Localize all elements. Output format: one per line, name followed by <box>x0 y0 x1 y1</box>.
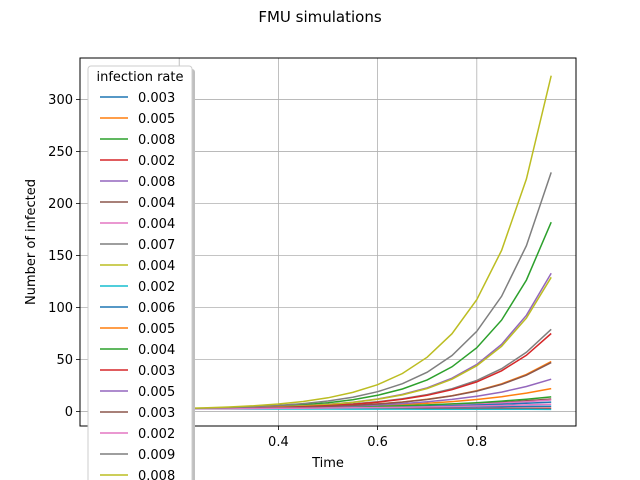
y-tick-label: 300 <box>48 93 73 108</box>
series-lines <box>154 75 552 411</box>
y-tick-label: 250 <box>48 145 73 160</box>
legend-label: 0.006 <box>138 301 175 316</box>
x-tick-label: 0.8 <box>466 435 487 450</box>
legend-label: 0.004 <box>138 343 175 358</box>
y-tick-label: 0 <box>65 405 73 420</box>
legend-label: 0.005 <box>138 385 175 400</box>
legend-label: 0.007 <box>138 238 175 253</box>
legend-label: 0.008 <box>138 133 175 148</box>
legend: infection rate 0.003 0.005 0.008 0.002 0.008 0… <box>87 65 195 480</box>
legend-label: 0.002 <box>138 154 175 169</box>
legend-box <box>87 65 193 480</box>
legend-label: 0.003 <box>138 91 175 106</box>
legend-label: 0.008 <box>138 175 175 190</box>
y-tick-label: 50 <box>56 353 73 368</box>
y-tick-label: 200 <box>48 197 73 212</box>
legend-label: 0.008 <box>138 469 175 480</box>
legend-title: infection rate <box>96 70 183 85</box>
legend-label: 0.002 <box>138 280 175 295</box>
legend-label: 0.003 <box>138 406 175 421</box>
legend-label: 0.005 <box>138 112 175 127</box>
y-axis-title: Number of infected <box>24 179 39 305</box>
legend-label: 0.005 <box>138 322 175 337</box>
plot-frame <box>79 57 577 427</box>
series-line <box>154 403 552 410</box>
legend-label: 0.004 <box>138 217 175 232</box>
legend-label: 0.002 <box>138 427 175 442</box>
x-tick-label: 0.4 <box>268 435 289 450</box>
legend-label: 0.003 <box>138 364 175 379</box>
chart-title: FMU simulations <box>258 8 382 26</box>
series-line <box>154 221 552 410</box>
series-line <box>154 272 552 410</box>
series-line <box>154 75 552 410</box>
series-line <box>154 276 552 410</box>
y-tick-label: 100 <box>48 301 73 316</box>
y-tick-label: 150 <box>48 249 73 264</box>
x-tick-label: 0.6 <box>367 435 388 450</box>
x-axis-title: Time <box>311 456 344 471</box>
legend-label: 0.009 <box>138 448 175 463</box>
legend-label: 0.004 <box>138 259 175 274</box>
legend-label: 0.004 <box>138 196 175 211</box>
